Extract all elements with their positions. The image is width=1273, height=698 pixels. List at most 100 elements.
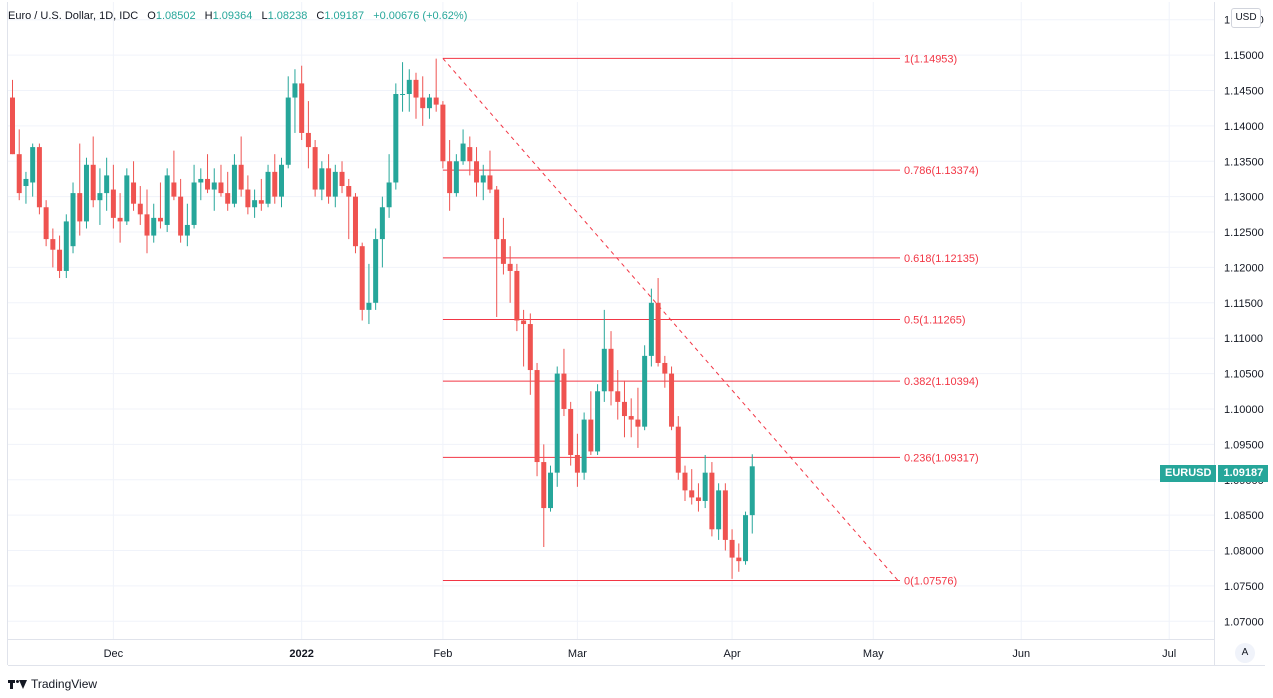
candle-body [131,182,137,204]
candle-body [615,391,621,402]
candle-body [494,189,500,240]
y-tick-label: 1.08500 [1224,510,1264,522]
candle-body [702,472,708,501]
candle-body [272,171,278,197]
candle-body [373,239,379,303]
candle-body [635,419,641,427]
legend-high-label: H [204,10,213,22]
fib-trend-line [442,58,899,581]
fib-level-label: 0.236(1.09317) [904,452,979,464]
candle-body [581,419,587,473]
candle-body [252,200,258,208]
candle-body [83,164,89,222]
candle-body [736,557,742,562]
candle-body [467,147,473,162]
candle-body [151,217,157,236]
legend-change: +0.00676 (+0.62%) [373,10,468,22]
candle-body [420,97,426,109]
candle-body [662,362,668,374]
x-tick-label: Feb [433,648,452,660]
y-tick-label: 1.10000 [1224,404,1264,416]
candle-body [77,193,83,222]
candle-body [346,186,352,197]
legend-title: Euro / U.S. Dollar, 1D, IDC [8,10,139,22]
y-tick-label: 1.08000 [1224,546,1264,558]
candle-body [608,348,614,392]
x-tick-label: Apr [724,648,741,660]
candle-body [191,182,197,225]
y-tick-label: 1.13500 [1224,156,1264,168]
x-tick-label: 2022 [289,648,313,660]
candle-body [474,161,480,183]
candle-body [319,168,325,190]
candle-body [709,472,715,530]
legend-low: 1.08238 [267,10,308,22]
candle-body [326,168,332,197]
candle-body [514,270,520,321]
candle-body [521,320,527,325]
candle-body [716,490,722,530]
candle-body [695,497,701,501]
candle-body [332,171,338,197]
candle-body [568,408,574,455]
candle-body [245,189,251,208]
candle-body [689,490,695,498]
candle-body [157,217,163,222]
candle-body [218,182,224,194]
candle-body [480,175,486,183]
price-tag-symbol: EURUSD [1160,465,1217,482]
x-tick-label: Dec [104,648,124,660]
candle-body [63,221,69,271]
y-tick-label: 1.12500 [1224,227,1264,239]
y-tick-label: 1.13000 [1224,192,1264,204]
candle-body [90,164,96,201]
candle-body [548,472,553,509]
candle-body [648,302,654,356]
y-tick-label: 1.15000 [1224,50,1264,62]
symbol-legend: Euro / U.S. Dollar, 1D, IDC O1.08502 H 1.… [8,10,467,22]
auto-scale-button[interactable]: A [1235,643,1255,663]
x-tick-label: Mar [568,648,587,660]
currency-button[interactable]: USD [1231,8,1261,28]
candle-body [198,178,204,183]
legend-close: 1.09187 [324,10,365,22]
candle-body [178,196,184,236]
candle-body [433,97,439,105]
candle-body [440,104,446,162]
fib-level-label: 0.5(1.11265) [904,314,966,326]
candle-body [258,200,264,204]
candle-body [70,193,76,247]
candle-body [453,161,459,194]
candle-body [279,164,284,197]
candle-body [184,224,190,236]
candle-body [299,83,305,133]
candle-body [386,182,392,208]
candle-body [359,246,365,310]
candle-body [554,373,560,473]
footer-brand[interactable]: TradingView [31,677,98,691]
candle-body [97,193,103,201]
candle-body [406,79,412,95]
candle-body [352,196,358,247]
candle-body [642,355,648,427]
legend-open-label: O [147,10,156,22]
candle-body [50,239,56,250]
candle-body [225,193,231,204]
candle-body [171,182,177,197]
x-tick-label: Jun [1012,648,1030,660]
candle-body [137,203,143,215]
candle-body [426,97,432,109]
candle-body [124,175,130,222]
candle-body [669,373,675,427]
candle-body [231,164,237,204]
candle-body [507,263,513,271]
candle-body [460,143,466,162]
candle-body [10,97,15,155]
y-tick-label: 1.11500 [1224,298,1263,310]
candle-body [561,373,567,409]
y-tick-label: 1.14000 [1224,121,1264,133]
legend-open: 1.08502 [155,10,196,22]
candle-body [205,178,211,190]
